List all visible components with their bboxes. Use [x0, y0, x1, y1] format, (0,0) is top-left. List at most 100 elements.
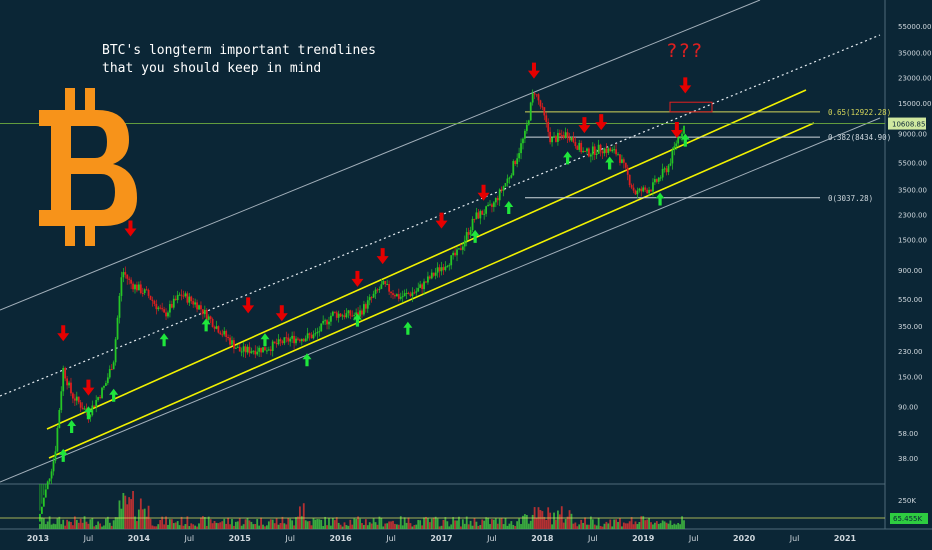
candle-body [376, 289, 379, 291]
volume-bar [388, 521, 391, 529]
volume-bar [291, 520, 294, 529]
volume-bar [562, 522, 565, 529]
volume-bar [345, 525, 348, 529]
volume-bar [663, 521, 666, 529]
candle-body [617, 154, 619, 156]
volume-bar [219, 522, 222, 529]
candle-body [130, 279, 133, 284]
volume-bar [556, 510, 559, 529]
candle-body [655, 179, 658, 182]
sell-arrow-shape [527, 62, 540, 79]
candle-body [277, 339, 280, 345]
candle-body [141, 292, 144, 294]
candle-body [110, 369, 113, 371]
volume-bar [520, 523, 522, 529]
candle-body [392, 293, 394, 295]
volume-bar [122, 492, 125, 529]
candle-body [291, 335, 294, 339]
candle-body [165, 312, 167, 317]
candle-body [576, 146, 579, 150]
candle-body [293, 335, 295, 344]
volume-bar [574, 522, 577, 529]
candle-body [106, 377, 109, 384]
candle-body [459, 248, 462, 250]
volume-bar [459, 526, 462, 529]
candle-body [427, 276, 429, 283]
volume-bar [401, 525, 404, 529]
volume-bar [120, 508, 123, 529]
volume-bar [287, 518, 290, 529]
volume-bar [320, 519, 323, 529]
volume-bar [372, 518, 375, 529]
volume-bar [529, 520, 532, 529]
volume-bar [564, 519, 567, 529]
candle-body [70, 382, 72, 394]
volume-bar [376, 524, 379, 529]
volume-bar [599, 525, 602, 529]
candle-body [543, 107, 546, 116]
volume-bar [244, 519, 247, 529]
volume-bar [188, 526, 191, 529]
candle-body [264, 347, 266, 351]
candle-body [531, 93, 534, 103]
volume-bar [328, 518, 330, 529]
candle-body [366, 300, 369, 309]
candle-body [558, 132, 561, 136]
volume-bar [246, 518, 249, 529]
volume-bar [576, 526, 579, 529]
volume-bar [440, 525, 443, 529]
volume-bar [595, 525, 598, 529]
candle-body [54, 451, 57, 461]
volume-bar [485, 517, 488, 529]
candle-body [248, 346, 251, 354]
candle-body [153, 300, 156, 304]
candle-body [372, 293, 375, 298]
sell-arrow-shape [578, 117, 591, 134]
volume-bar [504, 517, 507, 529]
volume-bar [473, 518, 476, 529]
candle-body [584, 151, 586, 153]
volume-bar [582, 522, 585, 529]
volume-bar [461, 519, 464, 529]
volume-bar [163, 524, 165, 529]
candle-body [671, 149, 674, 164]
candle-body [504, 183, 507, 187]
candle-body [386, 284, 389, 286]
candle-body [269, 349, 272, 351]
volume-bar [634, 521, 637, 529]
candle-body [137, 284, 140, 291]
volume-bar [215, 522, 218, 529]
candle-body [351, 315, 354, 317]
candle-body [60, 391, 63, 410]
volume-bar [297, 516, 299, 529]
candle-body [349, 310, 352, 316]
candle-body [118, 295, 121, 318]
candle-body [279, 339, 282, 342]
x-tick-label: 2016 [329, 534, 352, 543]
candle-body [320, 323, 323, 332]
x-tick-label: Jul [284, 534, 295, 543]
volume-bar [630, 517, 633, 529]
volume-bar [77, 522, 80, 529]
sell-arrow-shape [242, 297, 255, 314]
volume-bar [417, 520, 420, 529]
candle-body [273, 341, 276, 344]
candle-body [421, 284, 424, 290]
candle-body [242, 346, 245, 352]
volume-bar [427, 518, 429, 529]
buy-arrow [58, 448, 68, 462]
candle-body [304, 338, 307, 342]
volume-bar [642, 516, 645, 529]
volume-bar [281, 516, 284, 529]
sell-arrow [578, 117, 591, 134]
volume-bar [50, 524, 53, 529]
candle-body [673, 146, 676, 150]
volume-bar [650, 522, 652, 529]
volume-bar [392, 520, 394, 529]
sell-arrow [124, 220, 137, 237]
buy-arrow-shape [605, 156, 615, 170]
candle-body [256, 351, 259, 355]
volume-bar [667, 523, 670, 529]
volume-bar [155, 526, 158, 529]
